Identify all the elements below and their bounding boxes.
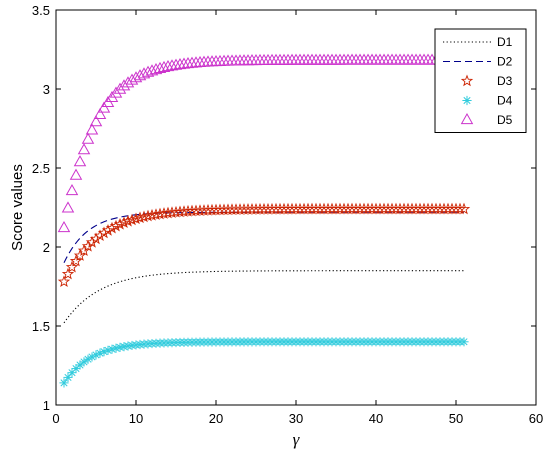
d3-marker: [93, 229, 107, 242]
x-tick-label: 0: [52, 411, 59, 426]
d3-marker: [457, 202, 471, 215]
d5-marker: [173, 58, 187, 70]
d4-marker: [63, 372, 73, 383]
d5-marker: [137, 67, 151, 79]
x-tick-label: 50: [449, 411, 463, 426]
legend-label: D2: [497, 55, 513, 69]
d5-marker: [157, 60, 171, 73]
d3-marker: [69, 254, 83, 267]
d3-marker: [121, 214, 135, 227]
d4-marker: [59, 378, 69, 388]
series-d1: [63, 270, 464, 324]
d5-marker: [153, 61, 167, 73]
legend: D1 D2 D3 D4 D5: [434, 28, 527, 133]
d4-marker: [95, 348, 105, 358]
series-line-d1: [63, 270, 464, 324]
d5-marker: [133, 69, 147, 81]
d5-marker: [85, 123, 99, 135]
d5-marker: [141, 65, 155, 77]
d5-marker: [113, 82, 127, 94]
d5-marker: [161, 60, 175, 72]
legend-entry: D1: [443, 35, 513, 49]
d5-marker: [169, 58, 183, 70]
tick-layer: 0 10 20 30 40 50 60 1 1.5 2 2.5 3 3.5: [32, 3, 543, 426]
d3-marker: [97, 226, 111, 239]
legend-label: D1: [497, 35, 513, 49]
d3-marker: [460, 74, 474, 87]
d3-marker: [57, 275, 71, 288]
d5-marker: [69, 168, 83, 180]
d3-marker: [101, 224, 115, 236]
series-d4: [59, 337, 469, 388]
d3-marker: [61, 267, 75, 280]
d3-marker: [109, 219, 123, 232]
d5-marker: [65, 183, 79, 196]
y-tick-label: 2: [43, 240, 50, 255]
legend-entry: D3: [460, 74, 513, 88]
d3-marker: [125, 213, 139, 226]
legend-label: D3: [497, 74, 513, 88]
series-d3: [57, 202, 471, 288]
legend-box: [434, 28, 527, 133]
d5-marker: [97, 101, 111, 113]
d3-marker: [133, 211, 147, 224]
d5-marker: [149, 62, 163, 75]
legend-entry: D2: [443, 55, 513, 69]
d3-marker: [453, 202, 467, 215]
data-layer: [57, 53, 471, 388]
d3-marker: [145, 208, 159, 221]
y-tick-label: 1: [43, 398, 50, 413]
d5-marker: [165, 59, 179, 71]
d5-marker: [73, 155, 87, 167]
x-tick-label: 20: [209, 411, 223, 426]
legend-label: D4: [497, 94, 513, 108]
d5-marker: [61, 201, 75, 213]
y-tick-label: 3.5: [32, 3, 50, 18]
y-axis-label: Score values: [9, 164, 26, 251]
d3-marker: [129, 212, 143, 225]
d4-marker: [459, 337, 469, 347]
x-tick-label: 40: [369, 411, 383, 426]
x-tick-label: 10: [129, 411, 143, 426]
d3-marker: [117, 216, 131, 229]
d5-marker: [77, 143, 91, 155]
y-tick-label: 3: [43, 82, 50, 97]
legend-entry: D4: [462, 94, 513, 108]
d3-marker: [105, 221, 119, 234]
d3-marker: [65, 260, 79, 273]
d5-marker: [145, 64, 159, 76]
legend-label: D5: [497, 113, 513, 127]
d3-marker: [73, 249, 87, 261]
d5-marker: [117, 79, 131, 91]
d5-marker: [93, 107, 107, 120]
d5-marker: [57, 221, 71, 233]
d3-marker: [141, 209, 155, 222]
d3-marker: [137, 210, 151, 223]
y-tick-label: 1.5: [32, 319, 50, 334]
d4-marker: [462, 95, 472, 106]
legend-entry: D5: [460, 112, 513, 127]
d3-marker: [89, 232, 103, 245]
x-axis-label: γ: [293, 430, 301, 449]
y-tick-label: 2.5: [32, 161, 50, 176]
d3-marker: [113, 217, 127, 230]
d5-marker: [109, 86, 123, 98]
d5-marker: [460, 112, 474, 125]
x-tick-label: 30: [289, 411, 303, 426]
d5-marker: [89, 115, 103, 127]
x-tick-label: 60: [529, 411, 543, 426]
d4-marker: [119, 342, 129, 352]
d5-marker: [81, 132, 95, 144]
